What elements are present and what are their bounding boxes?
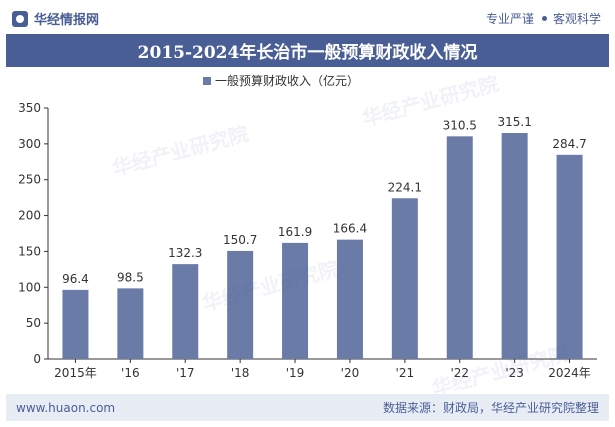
tagline-item-2: 客观科学 bbox=[552, 12, 601, 26]
x-tick-label: '16 bbox=[121, 366, 140, 380]
y-tick-label: 300 bbox=[18, 137, 41, 151]
bar bbox=[62, 289, 89, 359]
data-label: 166.4 bbox=[333, 222, 367, 236]
y-tick-label: 250 bbox=[18, 173, 41, 187]
bar bbox=[117, 288, 144, 359]
x-tick-label: '18 bbox=[231, 366, 250, 380]
bar bbox=[391, 198, 418, 359]
logo-icon bbox=[12, 10, 28, 27]
footer-source: 数据来源：财政局，华经产业研究院整理 bbox=[382, 401, 599, 415]
data-label: 284.7 bbox=[552, 137, 586, 151]
value-labels: 96.4 98.5 132.3 150.7 161.9 166.4 224.1 310.5 31… bbox=[62, 115, 587, 286]
y-tick-label: 200 bbox=[18, 209, 41, 223]
y-axis: 0 50 100 150 200 250 300 350 bbox=[18, 101, 49, 366]
bar bbox=[501, 133, 528, 359]
y-tick-label: 0 bbox=[33, 352, 41, 366]
footer-url[interactable]: www.huaon.com bbox=[16, 400, 116, 415]
x-tick-label: '21 bbox=[396, 366, 415, 380]
legend-swatch bbox=[203, 77, 211, 85]
tagline: 专业严谨 客观科学 bbox=[486, 10, 601, 27]
bar bbox=[172, 264, 199, 359]
bar bbox=[282, 242, 309, 359]
data-label: 310.5 bbox=[443, 118, 477, 132]
legend: 一般预算财政收入（亿元） bbox=[203, 73, 359, 88]
bars bbox=[62, 133, 583, 359]
chart-title-bar: 2015-2024年长治市一般预算财政收入情况 bbox=[6, 34, 609, 67]
y-tick-label: 150 bbox=[18, 244, 41, 258]
legend-label: 一般预算财政收入（亿元） bbox=[215, 73, 359, 88]
top-bar: 华经情报网 专业严谨 客观科学 bbox=[0, 0, 615, 34]
x-tick-label: 2024年 bbox=[548, 366, 591, 380]
y-tick-label: 50 bbox=[26, 316, 41, 330]
x-tick-label: '19 bbox=[286, 366, 305, 380]
footer: www.huaon.com 数据来源：财政局，华经产业研究院整理 bbox=[6, 394, 609, 421]
separator-dot-icon bbox=[541, 16, 547, 21]
bar bbox=[227, 250, 254, 359]
logo[interactable]: 华经情报网 bbox=[12, 9, 99, 28]
bar bbox=[556, 154, 583, 359]
chart-title: 2015-2024年长治市一般预算财政收入情况 bbox=[137, 43, 478, 63]
x-tick-label: '17 bbox=[176, 366, 195, 380]
data-label: 96.4 bbox=[62, 272, 89, 286]
data-label: 150.7 bbox=[223, 233, 257, 247]
data-label: 161.9 bbox=[278, 225, 312, 239]
x-tick-label: '20 bbox=[341, 366, 360, 380]
y-tick-label: 100 bbox=[18, 280, 41, 294]
bar bbox=[336, 239, 363, 359]
tagline-item-1: 专业严谨 bbox=[485, 12, 534, 26]
data-label: 315.1 bbox=[497, 115, 531, 129]
data-label: 98.5 bbox=[117, 270, 144, 284]
x-tick-label: '22 bbox=[450, 366, 469, 380]
y-tick-label: 350 bbox=[18, 101, 41, 115]
x-tick-label: '23 bbox=[505, 366, 524, 380]
logo-text: 华经情报网 bbox=[34, 13, 100, 28]
bar-chart: 一般预算财政收入（亿元） 0 50 100 150 200 250 300 350 2015年… bbox=[18, 73, 597, 380]
x-tick-label: 2015年 bbox=[54, 366, 97, 380]
data-label: 224.1 bbox=[388, 180, 422, 194]
data-label: 132.3 bbox=[168, 246, 202, 260]
bar bbox=[446, 136, 473, 359]
